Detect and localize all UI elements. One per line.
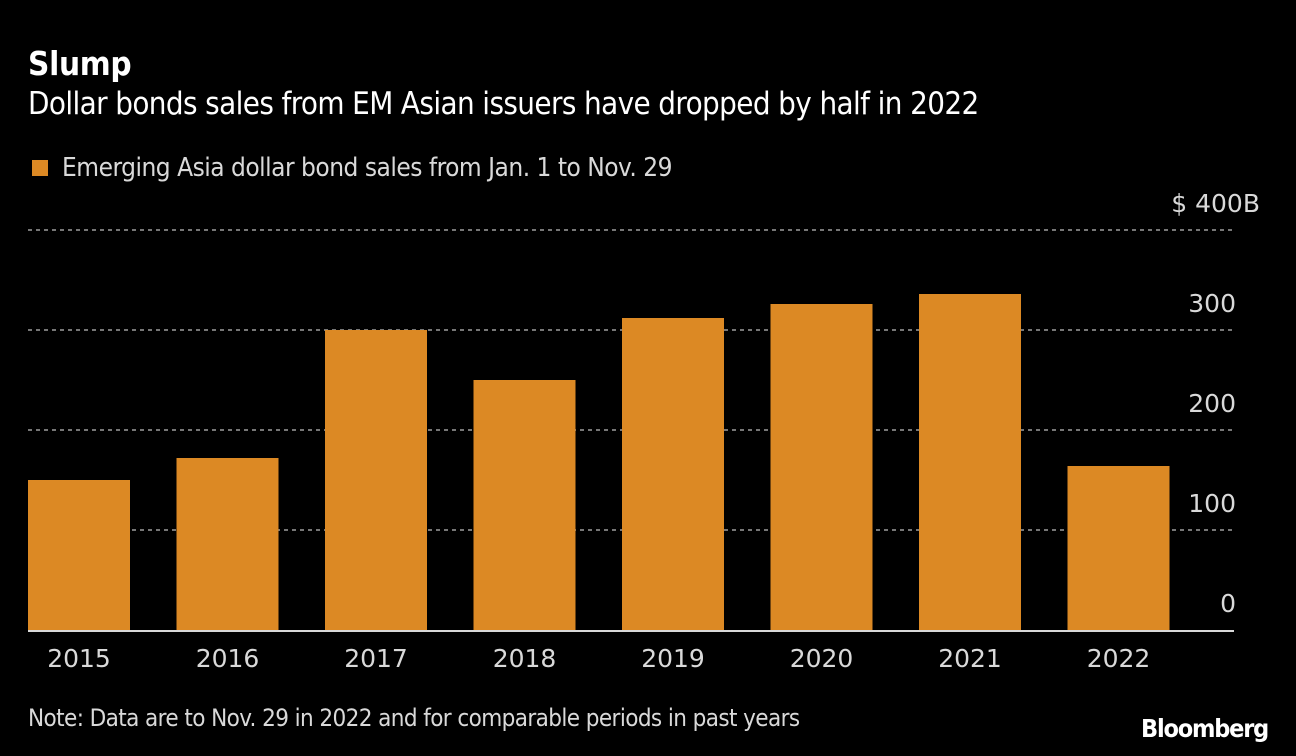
legend-swatch <box>32 160 48 176</box>
bar-2021 <box>919 294 1021 630</box>
bar-2022 <box>1067 466 1170 630</box>
bloomberg-logo: Bloomberg <box>1141 714 1269 743</box>
x-tick-label: 2016 <box>196 644 260 673</box>
x-axis-ticks: 2015 2016 2017 2018 2019 2020 2021 2022 <box>47 644 1150 673</box>
chart-subtitle: Dollar bonds sales from EM Asian issuers… <box>28 86 979 122</box>
bar-2018 <box>473 380 576 630</box>
bar-2017 <box>325 330 427 630</box>
legend-label: Emerging Asia dollar bond sales from Jan… <box>62 153 673 183</box>
x-tick-label: 2015 <box>47 644 111 673</box>
x-tick-label: 2020 <box>790 644 854 673</box>
y-tick-label: 200 <box>1188 389 1236 418</box>
x-tick-label: 2021 <box>938 644 1002 673</box>
legend: Emerging Asia dollar bond sales from Jan… <box>32 153 673 183</box>
x-tick-label: 2017 <box>344 644 408 673</box>
y-tick-label: 100 <box>1188 489 1236 518</box>
y-axis-ticks: 0 100 200 300 $ 400B <box>1171 189 1260 618</box>
chart-title: Slump <box>28 44 132 83</box>
footnote: Note: Data are to Nov. 29 in 2022 and fo… <box>28 704 800 732</box>
x-tick-label: 2018 <box>493 644 557 673</box>
y-tick-label: $ 400B <box>1171 189 1260 218</box>
bar-2019 <box>622 318 724 630</box>
bars <box>28 294 1170 630</box>
x-tick-label: 2022 <box>1087 644 1151 673</box>
x-tick-label: 2019 <box>641 644 705 673</box>
y-tick-label: 300 <box>1188 289 1236 318</box>
bar-2015 <box>28 480 130 630</box>
bar-2016 <box>176 458 279 630</box>
y-tick-label: 0 <box>1220 589 1236 618</box>
bar-2020 <box>770 304 873 630</box>
